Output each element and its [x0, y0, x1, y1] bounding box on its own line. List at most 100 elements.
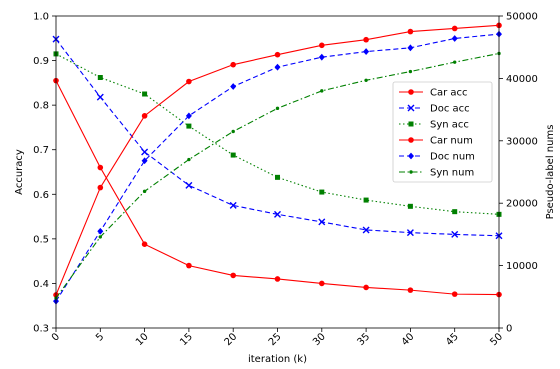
data-point-marker	[319, 280, 325, 287]
data-point-marker	[363, 48, 370, 55]
x-tick-label: 35	[355, 331, 372, 348]
y-right-tick-label: 20000	[506, 199, 538, 210]
data-point-marker	[230, 152, 236, 158]
data-point-marker	[274, 276, 281, 282]
legend-item: Doc acc	[399, 104, 470, 115]
series-layer	[52, 22, 503, 305]
data-point-marker	[185, 181, 193, 189]
x-tick-label: 5	[94, 331, 106, 343]
data-point-marker	[186, 123, 192, 129]
legend-box	[392, 81, 493, 183]
data-point-marker	[186, 262, 192, 269]
y-right-tick-label: 10000	[506, 261, 538, 272]
x-tick-label: 25	[267, 331, 284, 348]
data-point-marker	[407, 28, 414, 35]
series-car-acc	[53, 77, 502, 298]
y-right-tick-label: 30000	[506, 136, 538, 147]
y-left-tick-label: 0.9	[33, 56, 49, 67]
data-point-marker	[408, 69, 413, 74]
data-point-marker	[141, 157, 148, 165]
data-point-marker	[98, 235, 103, 239]
legend-label: Doc num	[430, 152, 475, 163]
data-point-marker	[318, 53, 325, 61]
legend-item: Car num	[399, 136, 473, 147]
data-point-marker	[230, 61, 236, 68]
data-point-marker	[97, 184, 104, 191]
y-left-tick-label: 0.7	[33, 145, 49, 156]
series-doc-acc	[52, 35, 503, 240]
y-axis-left: 0.3 0.4 0.5 0.6 0.7 0.8 0.9 1.0	[33, 12, 56, 335]
data-point-marker	[408, 121, 414, 127]
data-point-marker	[364, 78, 368, 82]
data-point-marker	[407, 287, 414, 293]
x-tick-label: 40	[400, 331, 417, 348]
y-left-tick-label: 0.5	[33, 234, 49, 245]
y-left-tick-label: 0.8	[33, 101, 49, 112]
legend: Car acc Doc acc Syn acc Car num Doc num Syn n…	[392, 81, 493, 183]
y-left-tick-label: 1.0	[33, 12, 49, 23]
y-right-tick-label: 50000	[506, 12, 538, 23]
legend-label: Syn acc	[430, 120, 469, 131]
x-tick-label: 50	[488, 331, 505, 348]
data-point-marker	[362, 226, 370, 234]
legend-item: Syn acc	[399, 120, 469, 131]
y-axis-right: 0 10000 20000 30000 40000 50000	[499, 12, 538, 335]
legend-item: Car acc	[399, 88, 468, 99]
data-point-marker	[97, 164, 104, 171]
data-point-marker	[407, 203, 413, 209]
data-point-marker	[274, 51, 281, 58]
data-point-marker	[320, 89, 324, 93]
data-point-marker	[452, 209, 458, 215]
data-point-marker	[141, 148, 149, 156]
data-point-marker	[319, 189, 325, 195]
legend-item: Doc num	[399, 152, 475, 163]
data-point-marker	[141, 241, 148, 248]
data-point-marker	[142, 189, 147, 194]
data-point-marker	[451, 291, 458, 297]
legend-label: Doc acc	[430, 104, 470, 115]
data-point-marker	[275, 174, 280, 180]
legend-label: Car acc	[430, 88, 468, 99]
data-point-marker	[406, 229, 414, 237]
data-point-marker	[451, 230, 459, 238]
y-right-tick-label: 40000	[506, 74, 538, 85]
y-axis-right-title: Pseudo-label nums	[545, 125, 556, 220]
data-point-marker	[275, 106, 280, 111]
data-point-marker	[453, 60, 457, 64]
data-point-marker	[274, 210, 281, 218]
x-tick-label: 15	[178, 331, 195, 348]
data-point-marker	[363, 197, 369, 203]
x-tick-label: 20	[223, 331, 240, 348]
data-point-marker	[141, 113, 148, 119]
series-doc-num	[53, 30, 502, 305]
series-syn-num	[54, 51, 501, 300]
y-axis-left-title: Accuracy	[14, 149, 25, 195]
data-point-marker	[408, 137, 414, 143]
data-point-marker	[97, 227, 104, 235]
data-point-marker	[451, 25, 458, 32]
y-left-tick-label: 0.4	[33, 279, 49, 290]
data-point-marker	[407, 44, 414, 52]
data-point-marker	[407, 104, 415, 112]
data-point-marker	[96, 93, 104, 101]
data-point-marker	[185, 112, 192, 120]
data-point-marker	[451, 35, 458, 42]
legend-label: Syn num	[430, 168, 474, 179]
x-axis: 0 5 10 15 20 25 30 35 40 45 50	[50, 328, 505, 348]
data-point-marker	[230, 83, 237, 90]
legend-item: Syn num	[399, 168, 474, 179]
data-point-marker	[186, 78, 192, 85]
data-point-marker	[274, 63, 281, 71]
data-point-marker	[408, 89, 414, 95]
x-tick-label: 30	[311, 331, 328, 348]
data-point-marker	[319, 42, 325, 49]
x-tick-label: 10	[134, 331, 151, 348]
y-left-tick-label: 0.6	[33, 190, 49, 201]
data-point-marker	[409, 170, 413, 174]
data-point-marker	[187, 157, 191, 162]
x-axis-title: iteration (k)	[248, 354, 307, 365]
x-tick-label: 45	[444, 331, 461, 348]
x-tick-label: 0	[50, 331, 62, 343]
data-point-marker	[230, 272, 236, 279]
